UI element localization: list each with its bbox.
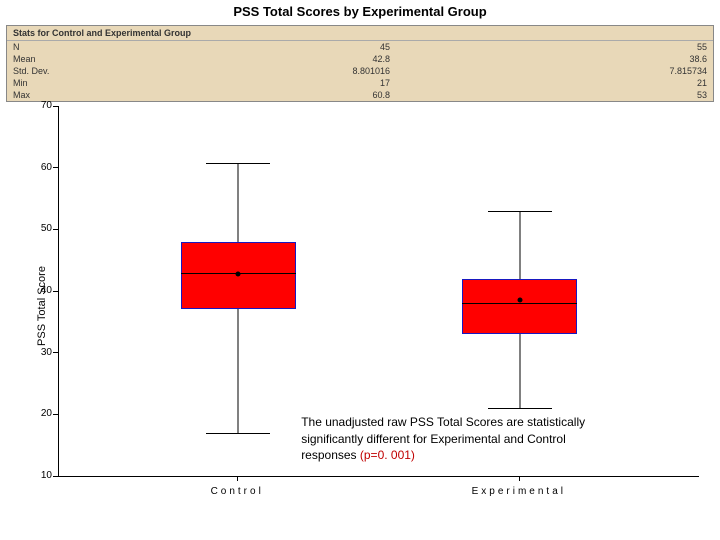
y-tick-label: 10 xyxy=(22,470,52,481)
x-tick xyxy=(519,476,520,481)
stats-value-experimental: 53 xyxy=(390,90,707,100)
y-tick-label: 60 xyxy=(22,162,52,173)
annotation-line: The unadjusted raw PSS Total Scores are … xyxy=(301,414,641,430)
stats-value-control: 8.801016 xyxy=(73,66,390,76)
annotation-line: responses (p=0. 001) xyxy=(301,447,641,463)
box xyxy=(462,279,577,335)
stats-row: N4555 xyxy=(7,41,713,53)
y-tick-label: 30 xyxy=(22,347,52,358)
stats-label: N xyxy=(13,42,73,52)
stats-value-control: 45 xyxy=(73,42,390,52)
stats-label: Max xyxy=(13,90,73,100)
mean-point xyxy=(517,297,522,302)
stats-panel: Stats for Control and Experimental Group… xyxy=(6,25,714,102)
annotation-prefix: responses xyxy=(301,448,360,462)
stats-label: Min xyxy=(13,78,73,88)
stats-label: Std. Dev. xyxy=(13,66,73,76)
stats-label: Mean xyxy=(13,54,73,64)
stats-value-control: 60.8 xyxy=(73,90,390,100)
annotation-pvalue: (p=0. 001) xyxy=(360,448,415,462)
x-category-label: Control xyxy=(211,486,264,497)
x-tick xyxy=(237,476,238,481)
y-tick-label: 70 xyxy=(22,100,52,111)
annotation-line: significantly different for Experimental… xyxy=(301,431,641,447)
stats-header: Stats for Control and Experimental Group xyxy=(7,26,713,41)
stats-row: Max60.853 xyxy=(7,89,713,101)
chart-title: PSS Total Scores by Experimental Group xyxy=(0,0,720,25)
median-line xyxy=(462,303,577,304)
stats-value-experimental: 55 xyxy=(390,42,707,52)
y-tick-label: 50 xyxy=(22,223,52,234)
stats-row: Mean42.838.6 xyxy=(7,53,713,65)
whisker-cap-bottom xyxy=(488,408,552,409)
stats-value-experimental: 7.815734 xyxy=(390,66,707,76)
x-category-label: Experimental xyxy=(472,486,566,497)
stats-value-control: 42.8 xyxy=(73,54,390,64)
plot-area: PSS Total Score 10203040506070ControlExp… xyxy=(6,106,714,506)
stats-value-control: 17 xyxy=(73,78,390,88)
stats-value-experimental: 21 xyxy=(390,78,707,88)
whisker-cap-top xyxy=(488,211,552,212)
stats-row: Std. Dev.8.8010167.815734 xyxy=(7,65,713,77)
y-tick-label: 40 xyxy=(22,285,52,296)
y-tick-label: 20 xyxy=(22,408,52,419)
annotation-text: The unadjusted raw PSS Total Scores are … xyxy=(301,414,641,463)
y-axis-label: PSS Total Score xyxy=(36,266,48,346)
stats-row: Min1721 xyxy=(7,77,713,89)
stats-value-experimental: 38.6 xyxy=(390,54,707,64)
